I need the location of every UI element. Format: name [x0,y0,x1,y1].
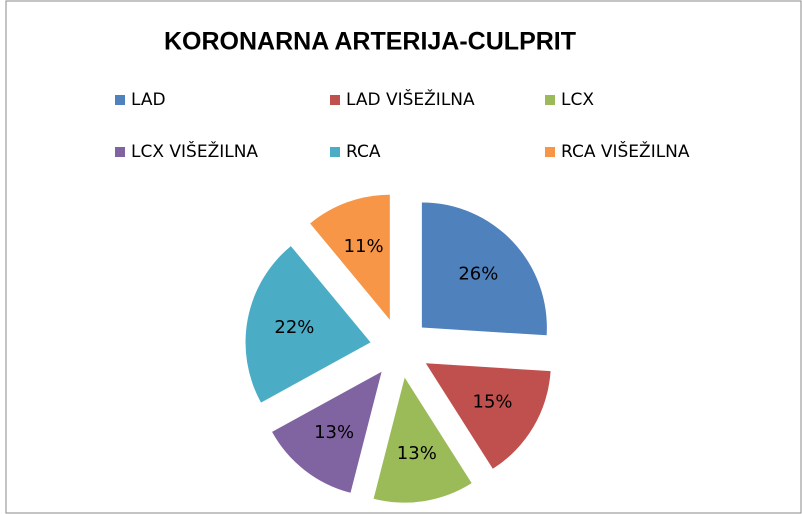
data-label: 22% [274,317,314,338]
legend-label: LCX [561,90,594,110]
pie-slice [373,377,472,503]
legend-swatch [115,147,125,157]
legend-label: LAD [131,90,166,110]
data-label: 13% [314,422,354,443]
chart-title: KORONARNA ARTERIJA-CULPRIT [164,28,576,56]
legend-swatch [115,95,125,105]
legend-label: RCA [346,142,381,162]
legend-swatch [545,95,555,105]
pie-slice [421,202,547,336]
legend-label: RCA VIŠEŽILNA [561,140,690,162]
legend-swatch [330,147,340,157]
data-label: 11% [344,236,384,257]
pie-slice [272,371,382,493]
data-label: 26% [458,263,498,284]
data-label: 13% [397,443,437,464]
data-label: 15% [473,392,513,413]
pie-slice [245,246,371,403]
legend-swatch [545,147,555,157]
pie-slice [310,194,390,320]
legend-swatch [330,95,340,105]
pie-slice [425,363,551,469]
legend-label: LCX VIŠEŽILNA [131,140,258,162]
legend-label: LAD VIŠEŽILNA [346,88,475,110]
